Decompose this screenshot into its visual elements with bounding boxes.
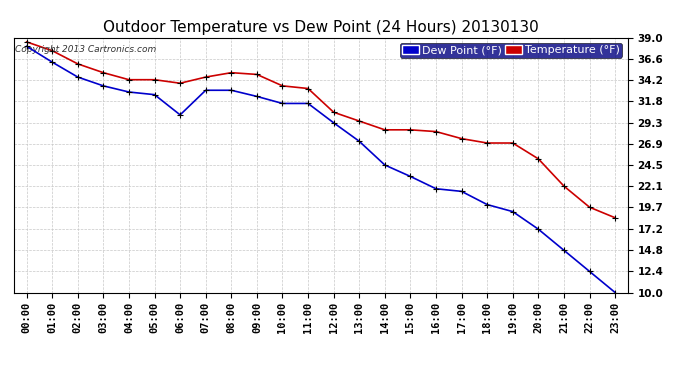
Legend: Dew Point (°F), Temperature (°F): Dew Point (°F), Temperature (°F) xyxy=(400,43,622,58)
Title: Outdoor Temperature vs Dew Point (24 Hours) 20130130: Outdoor Temperature vs Dew Point (24 Hou… xyxy=(103,20,539,35)
Text: Copyright 2013 Cartronics.com: Copyright 2013 Cartronics.com xyxy=(15,45,156,54)
